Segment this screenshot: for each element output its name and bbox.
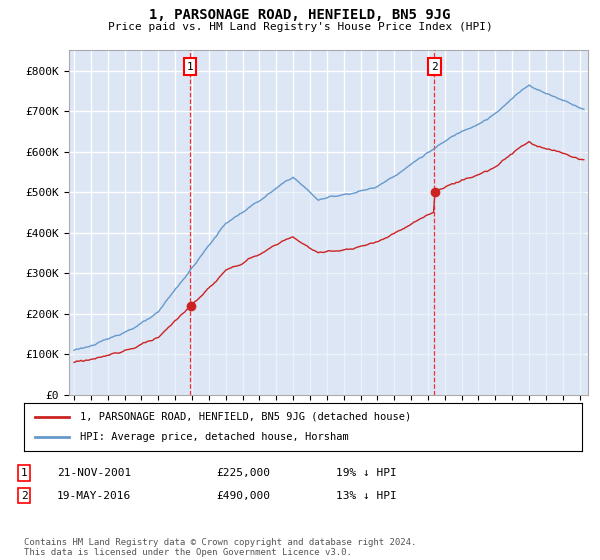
Text: Contains HM Land Registry data © Crown copyright and database right 2024.
This d: Contains HM Land Registry data © Crown c… xyxy=(24,538,416,557)
Text: 2: 2 xyxy=(431,62,437,72)
Text: 2: 2 xyxy=(20,491,28,501)
Text: £225,000: £225,000 xyxy=(216,468,270,478)
Text: £490,000: £490,000 xyxy=(216,491,270,501)
Text: 1: 1 xyxy=(20,468,28,478)
Text: 1, PARSONAGE ROAD, HENFIELD, BN5 9JG (detached house): 1, PARSONAGE ROAD, HENFIELD, BN5 9JG (de… xyxy=(80,412,411,422)
Text: 13% ↓ HPI: 13% ↓ HPI xyxy=(336,491,397,501)
Text: 1: 1 xyxy=(187,62,193,72)
Text: HPI: Average price, detached house, Horsham: HPI: Average price, detached house, Hors… xyxy=(80,432,349,442)
Text: 1, PARSONAGE ROAD, HENFIELD, BN5 9JG: 1, PARSONAGE ROAD, HENFIELD, BN5 9JG xyxy=(149,8,451,22)
Text: 19% ↓ HPI: 19% ↓ HPI xyxy=(336,468,397,478)
Text: Price paid vs. HM Land Registry's House Price Index (HPI): Price paid vs. HM Land Registry's House … xyxy=(107,22,493,32)
Text: 19-MAY-2016: 19-MAY-2016 xyxy=(57,491,131,501)
Text: 21-NOV-2001: 21-NOV-2001 xyxy=(57,468,131,478)
